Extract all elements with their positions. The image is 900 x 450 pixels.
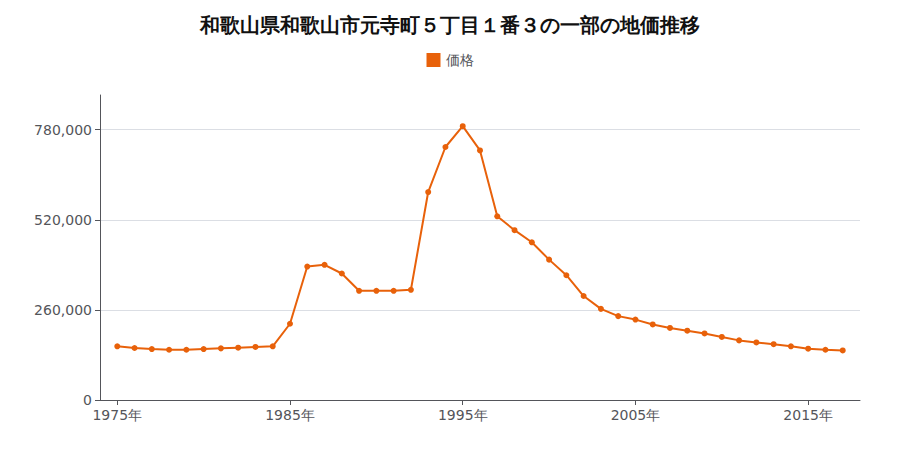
svg-text:1995年: 1995年 [438,407,488,423]
svg-text:0: 0 [83,392,92,408]
svg-text:260,000: 260,000 [34,302,92,318]
svg-text:価格: 価格 [446,52,474,68]
svg-text:520,000: 520,000 [34,212,92,228]
svg-text:780,000: 780,000 [34,122,92,138]
svg-text:和歌山県和歌山市元寺町５丁目１番３の一部の地価推移: 和歌山県和歌山市元寺町５丁目１番３の一部の地価推移 [199,13,700,37]
svg-text:1985年: 1985年 [265,407,315,423]
svg-text:2015年: 2015年 [783,407,833,423]
svg-text:1975年: 1975年 [92,407,142,423]
svg-text:2005年: 2005年 [611,407,661,423]
